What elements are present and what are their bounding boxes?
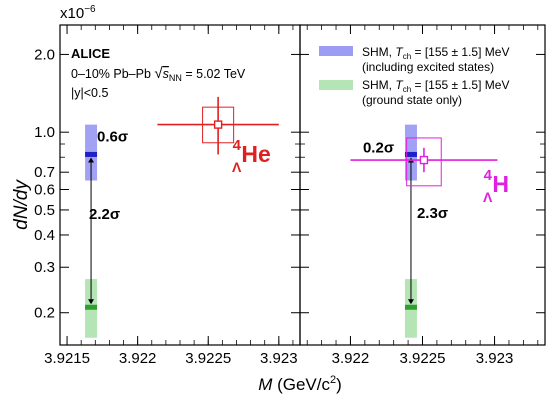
y-tick-label-4: 0.5 [34, 202, 55, 219]
sigma-arrowhead-down-0 [88, 299, 95, 305]
shm_excited-marker-0 [85, 151, 98, 157]
shm_ground-marker-0 [85, 304, 98, 310]
data-point-1 [419, 155, 429, 165]
x-tick-label-0-3: 3.923 [260, 350, 298, 367]
x-tick-label-1-2: 3.923 [476, 350, 514, 367]
shm_excited-marker-1 [404, 151, 417, 157]
data-sys-box-1 [406, 137, 442, 187]
y-tick-label-7: 0.2 [34, 305, 55, 322]
legend-label-excited: SHM, Tch = [155 ± 1.5] MeV [362, 45, 509, 61]
x-tick-label-1-0: 3.922 [332, 350, 370, 367]
y-tick-label-0: 2.0 [34, 46, 55, 63]
data-sys-box-0 [202, 106, 235, 144]
sigma-arrowhead-down-1 [407, 299, 414, 305]
rapidity-label: |y|<0.5 [71, 86, 108, 100]
data-point-0 [213, 120, 223, 129]
y-exponent-label: x10−6 [60, 4, 96, 22]
sigma-label-he-excited: 0.6σ [97, 128, 128, 145]
sigma-arrowhead-up-0 [88, 157, 95, 163]
legend-note-ground: (ground state only) [362, 93, 462, 107]
y-tick-label-3: 0.6 [34, 181, 55, 198]
shm_ground-marker-1 [404, 304, 417, 310]
experiment-label: ALICE [71, 46, 110, 61]
y-axis-title: dN/dy [11, 179, 32, 230]
y-tick-label-5: 0.4 [34, 227, 55, 244]
x-tick-label-0-1: 3.922 [119, 350, 157, 367]
legend-swatch-ground [319, 80, 353, 90]
legend: SHM, Tch = [155 ± 1.5] MeV (including ex… [319, 45, 509, 107]
sigma-label-h-excited: 0.2σ [363, 139, 394, 156]
plot-layer: 3.9215 3.922 3.9225 3.923 2.0 1.0 0.70.6 0.5 0.4… [34, 24, 546, 367]
y-tick-label-1: 1.0 [34, 124, 55, 141]
y-tick-label-6: 0.3 [34, 259, 55, 276]
x-axis-title: M (GeV/c2) [258, 374, 342, 394]
sigma-label-he-ground: 2.2σ [89, 206, 120, 223]
sigma-label-h-ground: 2.3σ [417, 205, 448, 222]
legend-label-ground: SHM, Tch = [155 ± 1.5] MeV [362, 78, 509, 94]
legend-note-excited: (including excited states) [362, 60, 494, 74]
x-tick-label-1-1: 3.9225 [400, 350, 446, 367]
species-label-hyperhydrogen-h: 4 ΛH [483, 167, 509, 205]
x-tick-label-0-0: 3.9215 [44, 350, 90, 367]
info-text: ALICE 0–10% Pb–Pb √sNN = 5.02 TeV |y|<0.… [71, 46, 246, 100]
x-tick-label-0-2: 3.9225 [185, 350, 231, 367]
legend-swatch-excited [319, 46, 353, 56]
species-label-hypertriton-he: 4 ΛHe [232, 137, 271, 175]
collision-system-label: 0–10% Pb–Pb √sNN = 5.02 TeV [71, 65, 246, 83]
y-tick-label-2: 0.7 [34, 164, 55, 181]
